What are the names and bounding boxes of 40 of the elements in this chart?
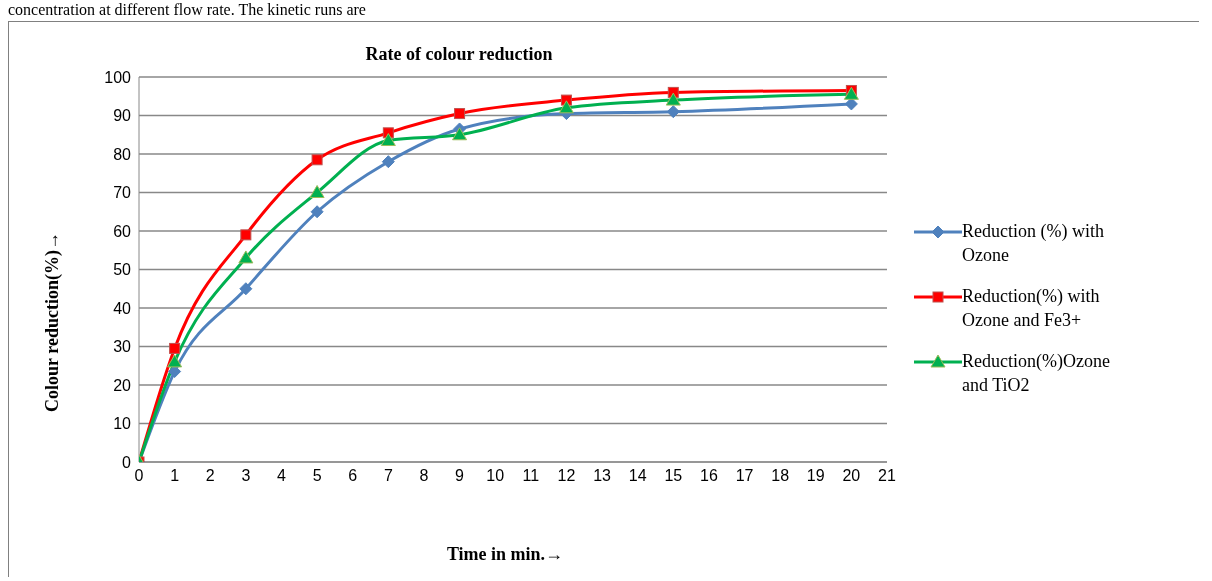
- y-tick-label: 90: [113, 107, 132, 125]
- x-tick-label: 0: [134, 467, 144, 485]
- x-tick-label: 3: [241, 467, 251, 485]
- x-tick-label: 4: [277, 467, 287, 485]
- x-axis-title: Time in min.→: [445, 544, 565, 565]
- legend-label: Reduction (%) with Ozone: [962, 220, 1105, 267]
- x-tick-label: 15: [664, 467, 683, 485]
- chart-title: Rate of colour reduction: [364, 44, 554, 65]
- y-axis-title: Colour reduction(%)→: [41, 232, 63, 412]
- x-tick-label: 11: [522, 467, 540, 485]
- legend-label: Reduction(%) with Ozone and Fe3+: [962, 285, 1101, 332]
- y-tick-label: 10: [113, 415, 132, 433]
- y-tick-label: 20: [113, 376, 132, 394]
- x-tick-label: 2: [205, 467, 215, 485]
- x-tick-label: 16: [700, 467, 718, 485]
- y-tick-label: 60: [113, 222, 132, 240]
- y-tick-label: 80: [113, 145, 132, 163]
- x-tick-label: 6: [348, 467, 358, 485]
- x-tick-label: 8: [419, 467, 429, 485]
- legend-label: Reduction(%)Ozone and TiO2: [962, 350, 1111, 397]
- text: concentration at different flow rate. The kinetic runs are: [8, 1, 366, 19]
- y-tick-label: 100: [104, 68, 132, 86]
- y-tick-label: 30: [113, 338, 132, 356]
- y-tick-label: 0: [122, 453, 132, 471]
- y-tick-label: 50: [113, 261, 132, 279]
- x-tick-label: 18: [771, 467, 790, 485]
- x-tick-label: 17: [735, 467, 754, 485]
- x-tick-label: 1: [170, 467, 180, 485]
- x-tick-label: 19: [806, 467, 825, 485]
- y-tick-label: 40: [113, 299, 132, 317]
- x-tick-label: 7: [383, 467, 393, 485]
- x-tick-label: 5: [312, 467, 322, 485]
- x-tick-label: 9: [455, 467, 465, 485]
- x-tick-label: 12: [557, 467, 576, 485]
- x-tick-label: 21: [878, 467, 896, 485]
- x-tick-label: 10: [486, 467, 505, 485]
- x-tick-label: 13: [593, 467, 612, 485]
- x-tick-label: 20: [842, 467, 861, 485]
- x-tick-label: 14: [628, 467, 647, 485]
- y-tick-label: 70: [113, 184, 132, 202]
